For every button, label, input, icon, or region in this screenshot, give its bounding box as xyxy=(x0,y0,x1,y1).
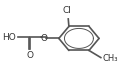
Text: HO: HO xyxy=(2,33,16,42)
Text: O: O xyxy=(41,34,48,43)
Text: CH₃: CH₃ xyxy=(102,54,118,63)
Text: Cl: Cl xyxy=(63,6,72,15)
Text: O: O xyxy=(26,51,33,59)
